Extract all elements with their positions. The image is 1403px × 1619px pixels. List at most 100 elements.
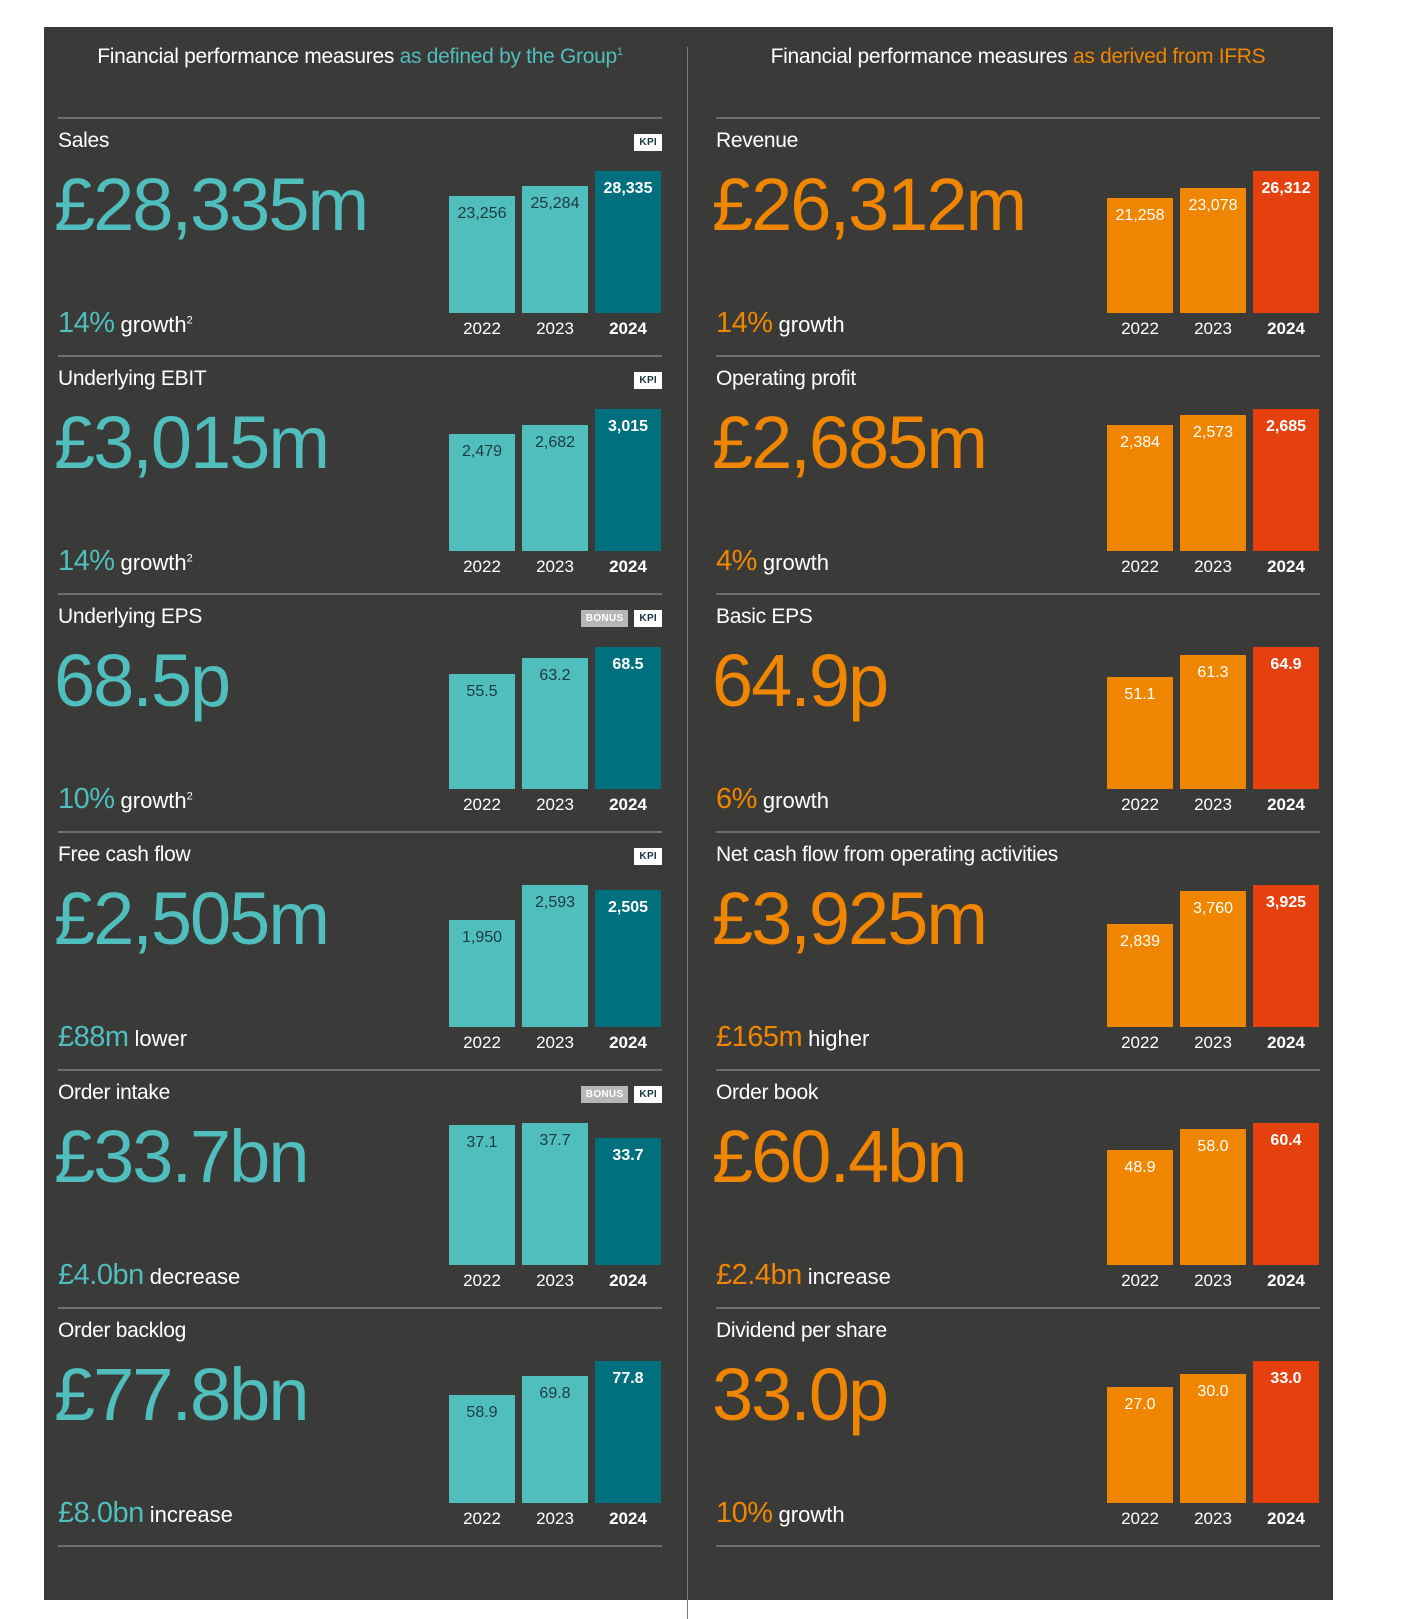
bar-value-label: 26,312 bbox=[1261, 180, 1311, 197]
kpi-badge: KPI bbox=[634, 848, 662, 865]
bonus-badge: BONUS bbox=[580, 1086, 629, 1103]
change-text: growth bbox=[120, 312, 187, 337]
year-label: 2024 bbox=[609, 1271, 647, 1290]
metric-row: Underlying EPS 68.5p 10% growth2 BONUS KPI 55.… bbox=[54, 593, 662, 831]
change-summary: £165m higher bbox=[716, 1021, 869, 1054]
year-label: 2022 bbox=[1121, 1509, 1159, 1528]
bar-2024: 3,015 bbox=[595, 409, 661, 551]
change-footnote: 2 bbox=[186, 790, 193, 803]
row-divider bbox=[58, 117, 662, 119]
headline-value: £77.8bn bbox=[54, 1353, 309, 1436]
bar-value-label: 64.9 bbox=[1270, 656, 1302, 673]
metric-row: Underlying EBIT £3,015m 14% growth2 KPI 2,479… bbox=[54, 355, 662, 593]
headline-value: 68.5p bbox=[54, 639, 231, 722]
row-divider bbox=[716, 831, 1320, 833]
ifrs-measures-heading: Financial performance measures as derive… bbox=[716, 45, 1320, 69]
change-value: £8.0bn bbox=[58, 1497, 144, 1529]
kpi-badge: KPI bbox=[634, 134, 662, 151]
change-summary: £2.4bn increase bbox=[716, 1259, 891, 1292]
column-divider bbox=[687, 47, 688, 1619]
kpi-badge: KPI bbox=[634, 610, 662, 627]
year-label: 2024 bbox=[609, 1509, 647, 1528]
metric-row: Net cash flow from operating activities £… bbox=[712, 831, 1320, 1069]
bar-value-label: 37.7 bbox=[539, 1132, 571, 1149]
change-summary: 10% growth2 bbox=[58, 783, 193, 816]
year-label: 2023 bbox=[1194, 795, 1232, 814]
year-label: 2023 bbox=[1194, 1509, 1232, 1528]
headline-value: £3,925m bbox=[712, 877, 988, 960]
badge-group: KPI bbox=[634, 848, 662, 865]
bar-2022: 27.0 bbox=[1107, 1387, 1173, 1503]
bonus-badge: BONUS bbox=[580, 610, 629, 627]
group-measures-column: Financial performance measures as define… bbox=[54, 27, 662, 1600]
badge-group: KPI bbox=[634, 134, 662, 151]
row-divider bbox=[716, 1069, 1320, 1071]
headline-value: £2,685m bbox=[712, 401, 988, 484]
year-label: 2024 bbox=[609, 1033, 647, 1052]
bar-2024: 28,335 bbox=[595, 171, 661, 313]
headline-value: £33.7bn bbox=[54, 1115, 309, 1198]
year-label: 2023 bbox=[1194, 1033, 1232, 1052]
metric-title: Basic EPS bbox=[716, 605, 813, 628]
bar-2023: 69.8 bbox=[522, 1376, 588, 1503]
bar-2023: 2,573 bbox=[1180, 415, 1246, 551]
bar-2023: 25,284 bbox=[522, 186, 588, 313]
bar-value-label: 63.2 bbox=[539, 667, 571, 684]
year-label: 2024 bbox=[1267, 319, 1305, 338]
year-label: 2022 bbox=[463, 1509, 501, 1528]
year-label: 2023 bbox=[1194, 319, 1232, 338]
row-divider bbox=[58, 593, 662, 595]
bar-2022: 2,839 bbox=[1107, 924, 1173, 1027]
metric-title: Sales bbox=[58, 129, 110, 152]
change-text: decrease bbox=[149, 1264, 241, 1289]
bar-value-label: 2,479 bbox=[461, 443, 503, 460]
heading-main: Financial performance measures bbox=[97, 45, 395, 68]
headline-value: 64.9p bbox=[712, 639, 889, 722]
year-label: 2024 bbox=[1267, 1271, 1305, 1290]
bar-2023: 37.7 bbox=[522, 1123, 588, 1265]
bar-2024: 2,685 bbox=[1253, 409, 1319, 551]
kpi-badge: KPI bbox=[634, 1086, 662, 1103]
bar-2023: 30.0 bbox=[1180, 1374, 1246, 1503]
row-divider bbox=[716, 117, 1320, 119]
bar-2023: 2,682 bbox=[522, 425, 588, 551]
year-label: 2022 bbox=[1121, 319, 1159, 338]
metric-row: Free cash flow £2,505m £88m lower KPI 1,950 20… bbox=[54, 831, 662, 1069]
year-label: 2024 bbox=[1267, 1509, 1305, 1528]
year-label: 2024 bbox=[609, 557, 647, 576]
bar-value-label: 3,015 bbox=[607, 418, 649, 435]
bar-value-label: 33.7 bbox=[612, 1147, 644, 1164]
year-label: 2022 bbox=[463, 1271, 501, 1290]
metric-row: Basic EPS 64.9p 6% growth 51.1 2022 61.3 2023 64… bbox=[712, 593, 1320, 831]
bar-value-label: 2,839 bbox=[1119, 933, 1161, 950]
bar-2022: 55.5 bbox=[449, 674, 515, 789]
metric-row: Revenue £26,312m 14% growth 21,258 2022 23,078… bbox=[712, 117, 1320, 355]
change-summary: 14% growth bbox=[716, 307, 845, 340]
heading-accent: as derived from IFRS bbox=[1072, 45, 1266, 68]
change-summary: £4.0bn decrease bbox=[58, 1259, 240, 1292]
bar-2022: 51.1 bbox=[1107, 677, 1173, 789]
change-value: 6% bbox=[716, 783, 757, 815]
row-divider bbox=[58, 831, 662, 833]
headline-value: 33.0p bbox=[712, 1353, 889, 1436]
year-label: 2024 bbox=[1267, 1033, 1305, 1052]
row-divider bbox=[58, 1069, 662, 1071]
change-value: 14% bbox=[58, 545, 115, 577]
year-label: 2023 bbox=[536, 319, 574, 338]
metric-title: Order backlog bbox=[58, 1319, 186, 1342]
bar-2024: 2,505 bbox=[595, 890, 661, 1027]
metric-row: Dividend per share 33.0p 10% growth 27.0 2022… bbox=[712, 1307, 1320, 1545]
bar-2023: 23,078 bbox=[1180, 188, 1246, 313]
metric-title: Underlying EBIT bbox=[58, 367, 207, 390]
bar-value-label: 23,078 bbox=[1188, 197, 1238, 214]
year-label: 2024 bbox=[609, 319, 647, 338]
bar-2024: 64.9 bbox=[1253, 647, 1319, 789]
change-summary: 4% growth bbox=[716, 545, 829, 578]
bar-value-label: 2,505 bbox=[607, 899, 649, 916]
headline-value: £60.4bn bbox=[712, 1115, 967, 1198]
year-label: 2023 bbox=[536, 557, 574, 576]
bar-value-label: 69.8 bbox=[539, 1385, 571, 1402]
change-footnote: 2 bbox=[186, 552, 193, 565]
year-label: 2022 bbox=[1121, 557, 1159, 576]
bar-2024: 60.4 bbox=[1253, 1123, 1319, 1265]
